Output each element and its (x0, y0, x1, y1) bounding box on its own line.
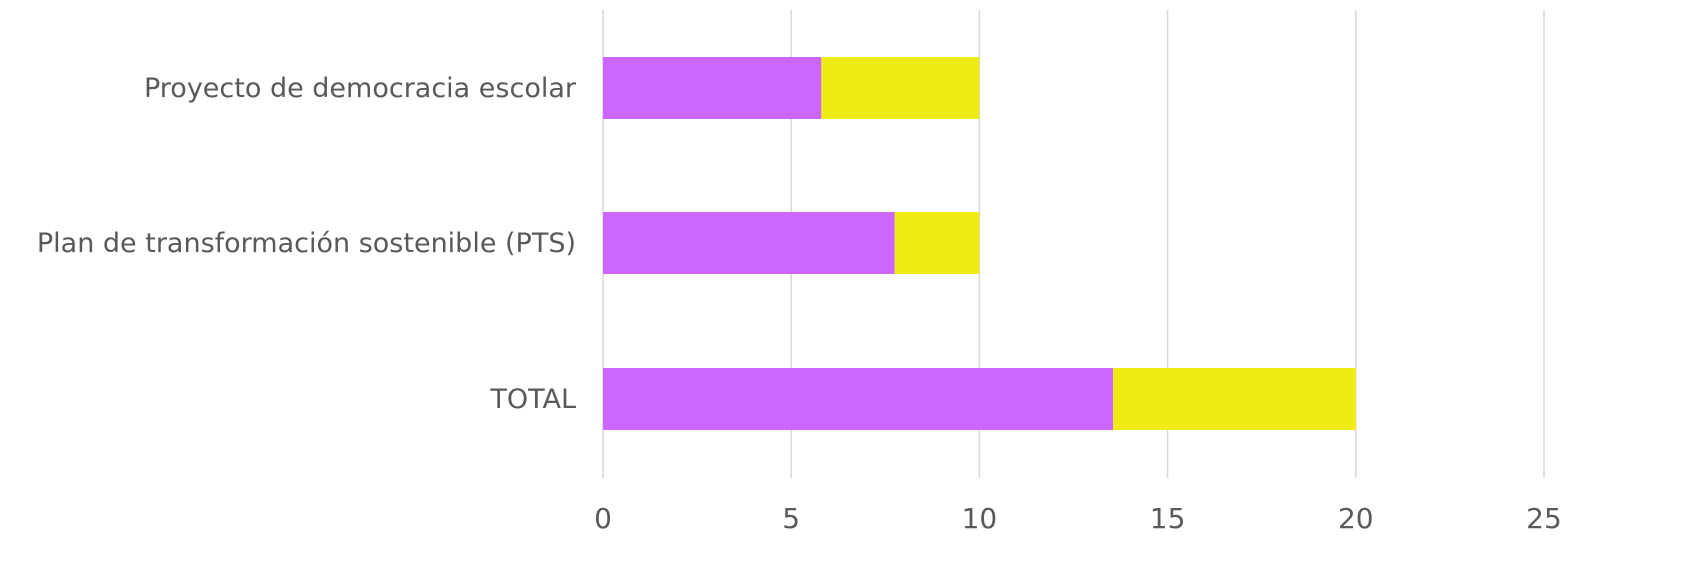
x-axis-ticks: 0 5 10 15 20 25 (594, 502, 1562, 535)
category-label-3: TOTAL (489, 384, 576, 415)
category-label-2: Plan de transformación sostenible (PTS) (37, 228, 576, 259)
x-tick-label-25: 25 (1526, 502, 1562, 535)
x-tick-label-20: 20 (1338, 502, 1374, 535)
bar-segment-3-series-2 (1113, 368, 1356, 430)
bar-segment-1-series-1 (603, 57, 822, 119)
bar-layer (603, 57, 1356, 430)
bar-segment-3-series-1 (603, 368, 1114, 430)
bar-segment-2-series-1 (603, 212, 895, 274)
x-tick-label-0: 0 (594, 502, 612, 535)
bar-segment-2-series-2 (894, 212, 980, 274)
category-label-1: Proyecto de democracia escolar (144, 73, 577, 104)
bar-segment-1-series-2 (821, 57, 980, 119)
x-tick-label-10: 10 (962, 502, 998, 535)
x-tick-label-5: 5 (782, 502, 800, 535)
x-tick-label-15: 15 (1150, 502, 1186, 535)
category-labels: Proyecto de democracia escolar Plan de tr… (37, 73, 577, 415)
